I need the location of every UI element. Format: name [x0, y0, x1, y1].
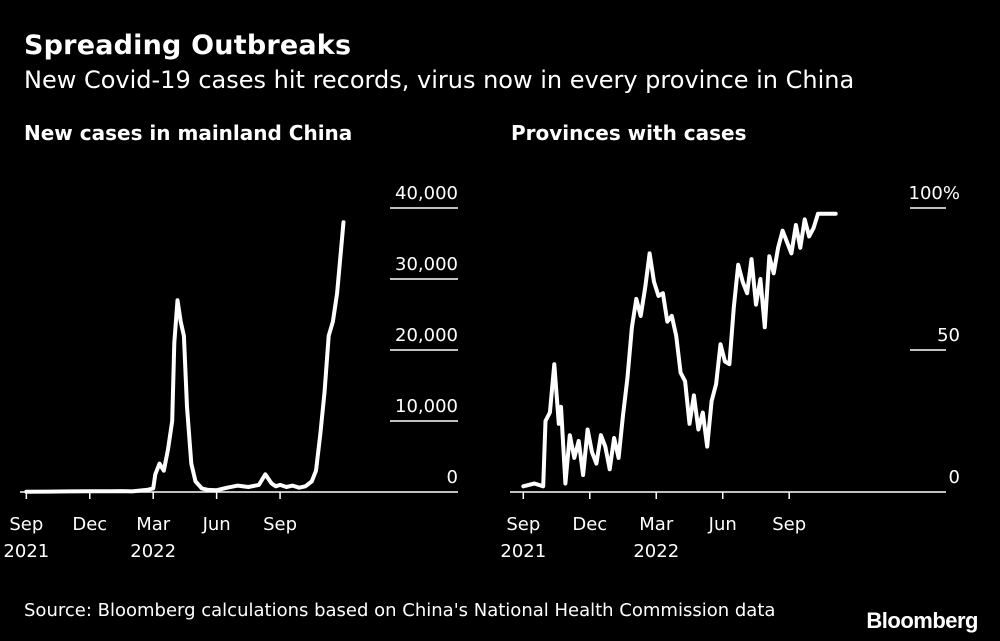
right-x-tick-year-0: 2021: [500, 541, 546, 562]
source-note: Source: Bloomberg calculations based on …: [24, 600, 776, 621]
right-x-tick-label-4: Sep: [772, 514, 806, 535]
right-x-tick-label-1: Dec: [572, 514, 607, 535]
right-y-tick-label-1: 50: [937, 325, 960, 346]
left-panel-title: New cases in mainland China: [24, 121, 353, 145]
left-x-tick-label-1: Dec: [72, 514, 107, 535]
right-x-tick-year-2: 2022: [633, 541, 679, 562]
bloomberg-logo: Bloomberg: [866, 608, 978, 633]
right-x-tick-label-0: Sep: [506, 514, 540, 535]
left-x-tick-year-0: 2021: [3, 541, 49, 562]
right-y-tick-label-2: 100%: [909, 183, 960, 204]
left-x-tick-label-3: Jun: [202, 514, 231, 535]
right-x-tick-label-2: Mar: [639, 514, 674, 535]
left-y-tick-label-0: 0: [447, 467, 458, 488]
left-y-tick-label-2: 20,000: [395, 325, 458, 346]
right-series-line-0: [521, 211, 838, 489]
chart-subtitle: New Covid-19 cases hit records, virus no…: [24, 66, 855, 94]
right-y-tick-label-0: 0: [949, 467, 960, 488]
left-y-tick-label-1: 10,000: [395, 396, 458, 417]
left-x-tick-label-4: Sep: [263, 514, 297, 535]
chart-title: Spreading Outbreaks: [24, 30, 352, 61]
right-x-tick-label-3: Jun: [708, 514, 737, 535]
left-y-tick-label-4: 40,000: [395, 183, 458, 204]
left-x-tick-year-2: 2022: [130, 541, 176, 562]
left-series-line-0: [24, 220, 346, 494]
left-x-tick-label-0: Sep: [9, 514, 43, 535]
left-x-tick-label-2: Mar: [136, 514, 171, 535]
left-y-tick-label-3: 30,000: [395, 254, 458, 275]
right-panel-title: Provinces with cases: [511, 121, 747, 145]
